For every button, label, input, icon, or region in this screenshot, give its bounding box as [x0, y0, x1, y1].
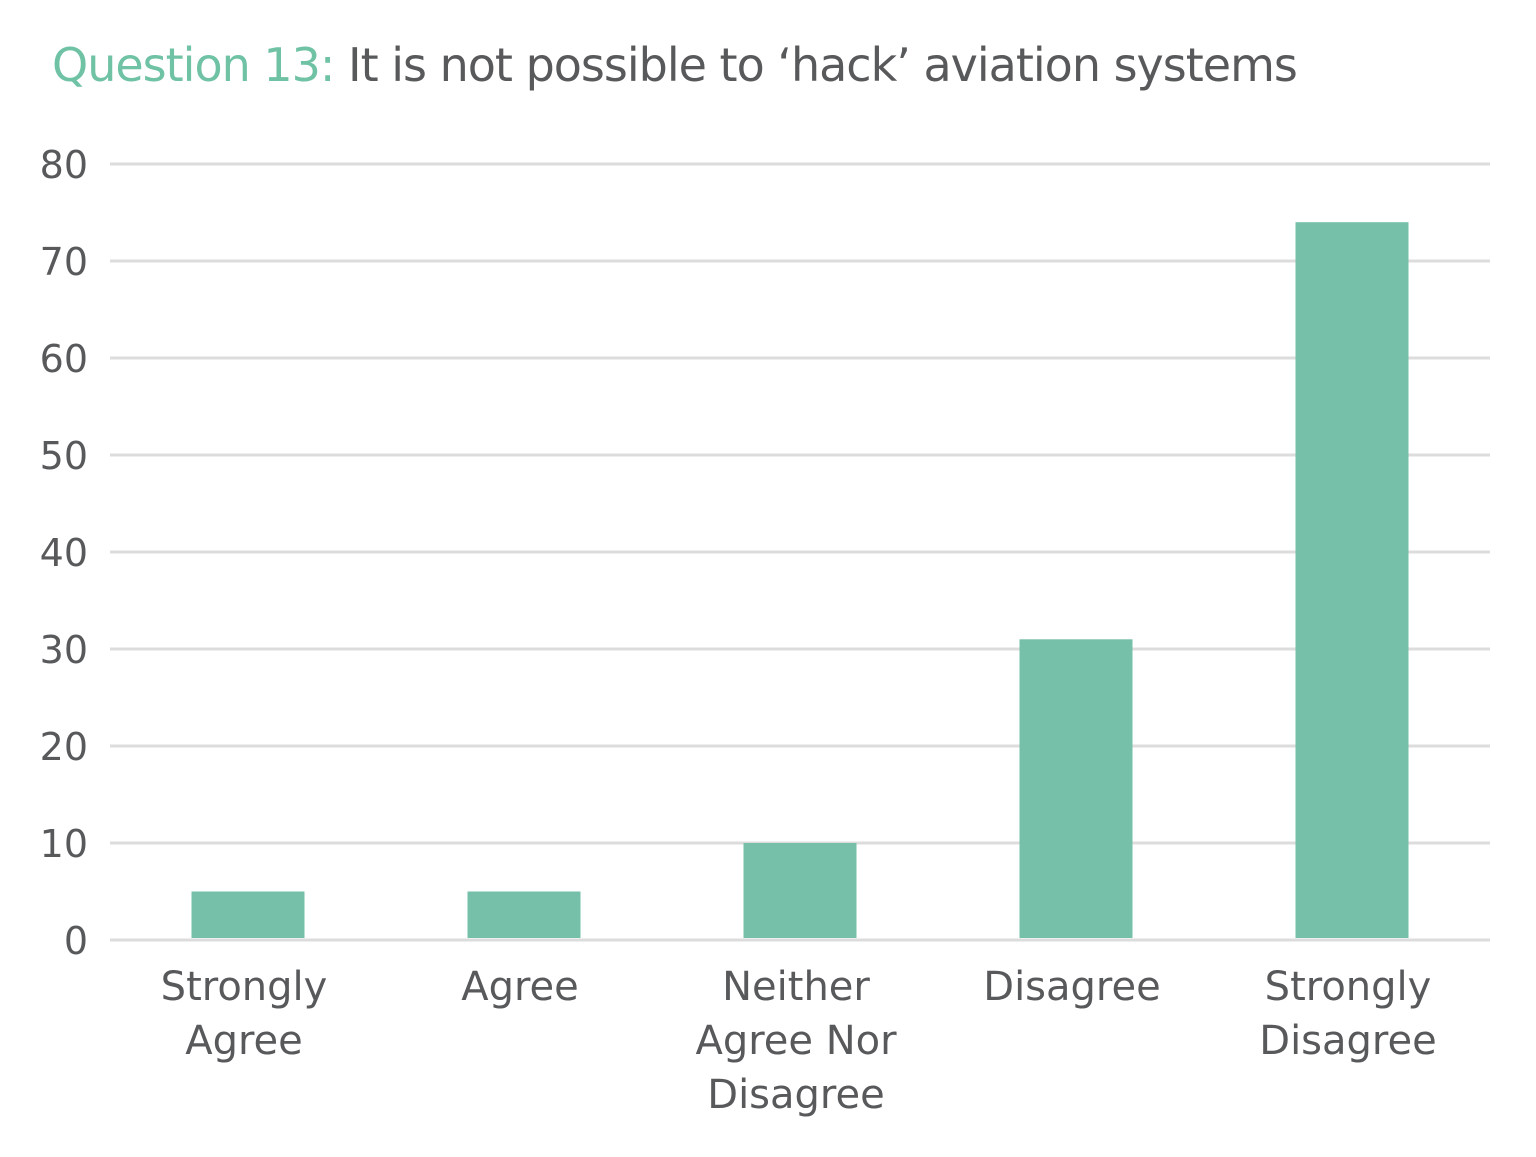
- bar: [467, 891, 581, 938]
- x-category-label: Agree: [185, 1018, 303, 1064]
- y-tick-label: 40: [40, 531, 88, 575]
- y-tick-label: 50: [40, 434, 88, 478]
- y-tick-label: 30: [40, 628, 88, 672]
- bar: [1295, 222, 1409, 938]
- bar: [743, 843, 857, 938]
- x-category-label: Strongly: [1265, 964, 1432, 1010]
- y-tick-label: 60: [40, 337, 88, 381]
- x-category-label: Disagree: [1259, 1018, 1436, 1064]
- chart-title: Question 13: It is not possible to ‘hack…: [52, 38, 1298, 92]
- y-tick-label: 70: [40, 240, 88, 284]
- y-tick-label: 80: [40, 143, 88, 187]
- bar: [1019, 639, 1133, 938]
- y-tick-label: 0: [64, 919, 88, 963]
- y-tick-label: 10: [40, 822, 88, 866]
- question-text: It is not possible to ‘hack’ aviation sy…: [348, 38, 1298, 92]
- x-category-label: Agree: [461, 964, 579, 1010]
- y-tick-label: 20: [40, 725, 88, 769]
- bar: [191, 891, 305, 938]
- x-category-label: Disagree: [983, 964, 1160, 1010]
- x-category-label: Disagree: [707, 1072, 884, 1118]
- x-category-label: Agree Nor: [695, 1018, 897, 1064]
- question-number: Question 13:: [52, 38, 335, 92]
- x-category-label: Neither: [722, 964, 870, 1010]
- x-category-label: Strongly: [161, 964, 328, 1010]
